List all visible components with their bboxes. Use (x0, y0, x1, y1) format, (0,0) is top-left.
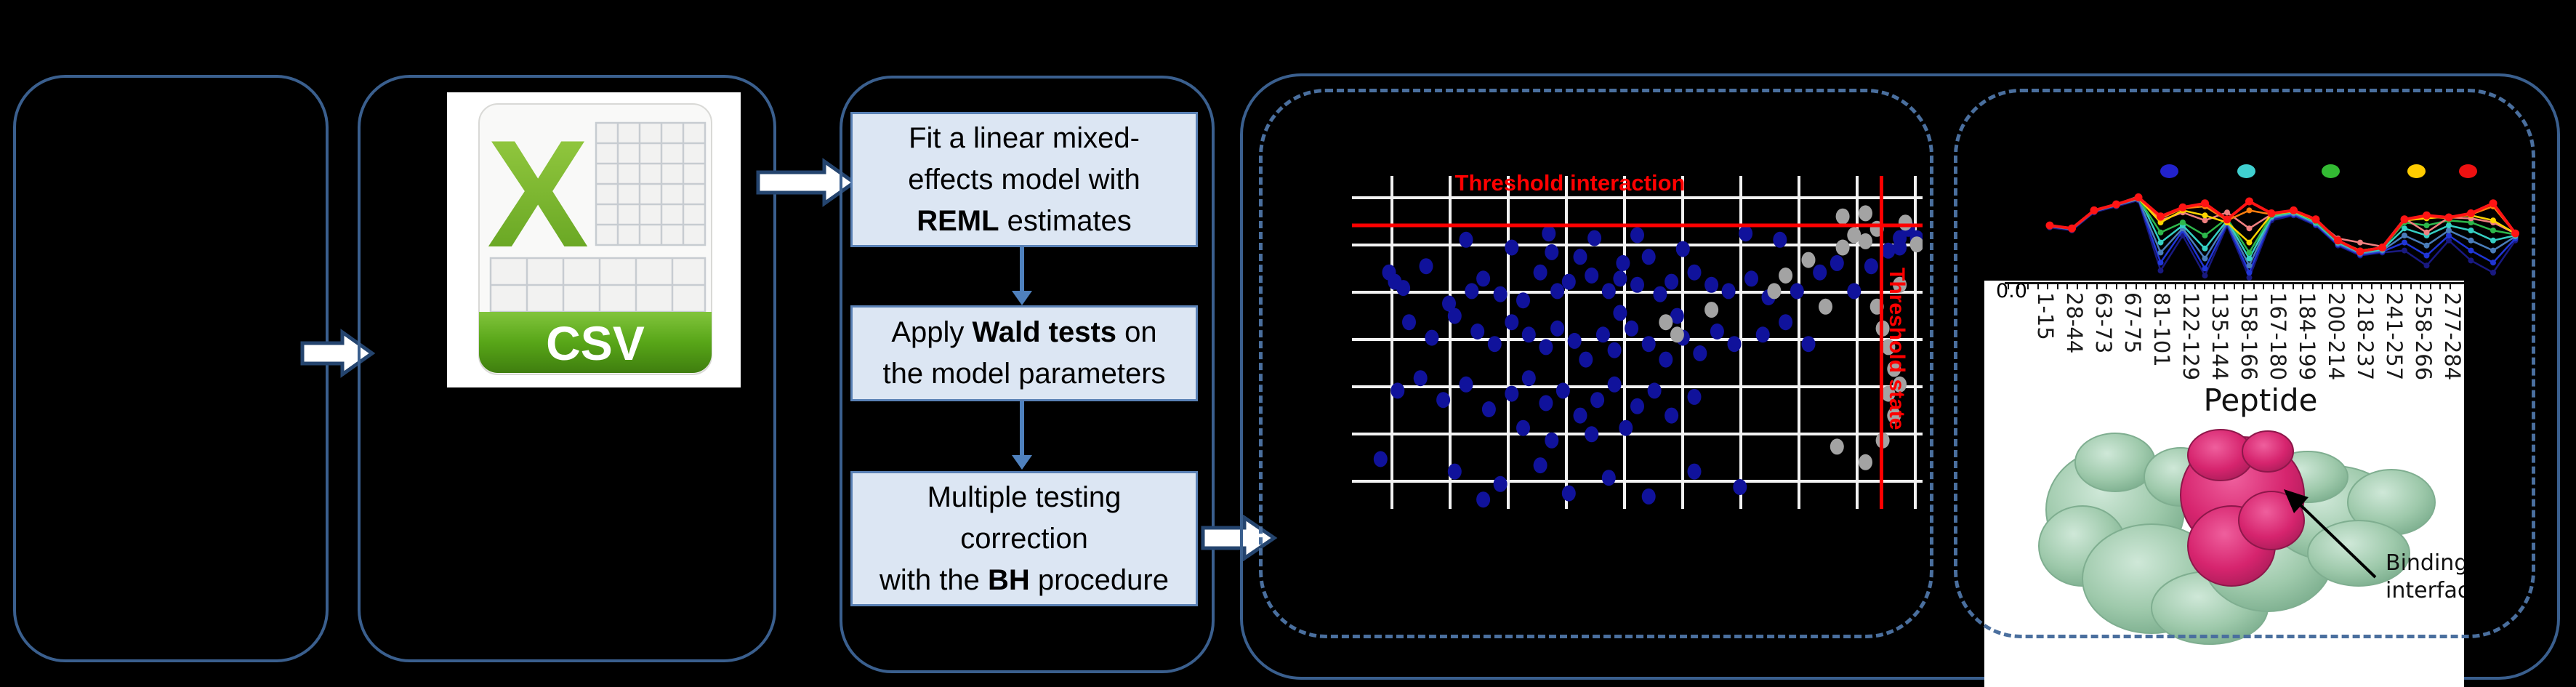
binding-interface-arrow (2284, 489, 2377, 579)
axis-minor-tick (2056, 284, 2058, 289)
flow-arrow-down-1 (1012, 247, 1032, 305)
axis-minor-tick (2429, 284, 2431, 289)
csv-icon-graphic: X CSV (447, 92, 741, 387)
axis-minor-tick (2390, 284, 2392, 289)
axis-minor-tick (2400, 284, 2402, 289)
axis-minor-tick (2154, 284, 2157, 289)
dashed-panel-scatter (1259, 89, 1933, 638)
axis-minor-tick (2184, 284, 2186, 289)
step-line: Fit a linear mixed- (909, 121, 1140, 154)
axis-minor-tick (2311, 284, 2314, 289)
axis-minor-tick (2086, 284, 2088, 289)
axis-minor-tick (2135, 284, 2137, 289)
protein-structure-image (2038, 429, 2436, 645)
step-line: correction (960, 522, 1088, 555)
axis-minor-tick (2351, 284, 2353, 289)
stage-box-csv (358, 75, 776, 662)
legend-dot-0 (2160, 164, 2178, 178)
csv-banner-label: CSV (546, 316, 645, 370)
axis-minor-tick (2115, 284, 2117, 289)
dashed-panel-peptide (1954, 89, 2535, 638)
legend-dot-4 (2459, 164, 2477, 178)
flow-arrow-down-2 (1012, 401, 1032, 470)
axis-minor-tick (2017, 284, 2019, 289)
axis-minor-tick (2096, 284, 2098, 289)
axis-minor-tick (2282, 284, 2284, 289)
axis-minor-tick (2076, 284, 2078, 289)
axis-minor-tick (2194, 284, 2196, 289)
axis-minor-tick (2037, 284, 2039, 289)
axis-minor-tick (2370, 284, 2372, 289)
peptide-line-chart (2045, 193, 2519, 281)
spreadsheet-grid-bottom (489, 257, 707, 313)
spreadsheet-grid-top (595, 121, 707, 246)
axis-minor-tick (2213, 284, 2215, 289)
axis-minor-tick (2449, 284, 2451, 289)
step-line: the model parameters (882, 358, 1166, 390)
step-line: Apply Wald tests on (891, 316, 1157, 348)
legend-dot-1 (2237, 164, 2255, 178)
axis-minor-tick (2027, 284, 2029, 289)
axis-minor-tick (2380, 284, 2382, 289)
axis-minor-tick (2263, 284, 2264, 289)
block-arrow-1 (300, 329, 376, 378)
axis-minor-tick (2361, 284, 2362, 289)
axis-minor-tick (2331, 284, 2333, 289)
axis-minor-tick (2439, 284, 2441, 289)
series-navy (2049, 199, 2516, 281)
series-red (2049, 196, 2517, 254)
legend-dot-3 (2407, 164, 2426, 178)
axis-minor-tick (2066, 284, 2068, 289)
axis-minor-tick (2420, 284, 2421, 289)
excel-x-glyph: X (487, 108, 589, 279)
peptide-axis-title: Peptide (2203, 382, 2318, 418)
axis-minor-tick (2272, 284, 2274, 289)
csv-file-icon: X CSV (447, 92, 741, 387)
line-chart-ytick: 0.0 (1996, 280, 2027, 302)
axis-minor-tick (2106, 284, 2107, 289)
axis-minor-tick (2008, 284, 2009, 289)
step-line: effects model with (908, 163, 1140, 196)
axis-minor-tick (2165, 284, 2166, 289)
peptide-x-axis (2005, 282, 2464, 284)
axis-minor-tick (2145, 284, 2146, 289)
axis-minor-tick (2174, 284, 2176, 289)
axis-minor-tick (2223, 284, 2225, 289)
csv-banner (479, 312, 712, 373)
series-blue (2049, 198, 2516, 276)
step-wald-tests: Apply Wald tests on the model parameters (850, 305, 1198, 401)
peptide-figure-panel: 1-15 28-44 63-73 67-75 81-101 122-129 135-144 1… (1984, 281, 2464, 687)
axis-minor-tick (2410, 284, 2412, 289)
series-steelblue (2049, 198, 2516, 268)
legend-dot-2 (2322, 164, 2340, 178)
axis-minor-tick (2341, 284, 2343, 289)
block-arrow-2 (756, 158, 858, 207)
stage-box-model (840, 76, 1215, 673)
scatter-title: Threshold interaction (1454, 170, 1686, 196)
step-fit-model: Fit a linear mixed- effects model with R… (850, 112, 1198, 247)
threshold-state-label: Threshold state (1885, 268, 1909, 430)
axis-minor-tick (2047, 284, 2048, 289)
axis-minor-tick (2204, 284, 2205, 289)
step-line: REML estimates (917, 204, 1132, 237)
axis-minor-tick (2292, 284, 2294, 289)
protein-magenta-peptide (2180, 429, 2305, 587)
binding-interface-label: Binding interface (2386, 550, 2464, 603)
axis-minor-tick (2125, 284, 2127, 289)
step-bh-correction: Multiple testing correction with the BH … (850, 471, 1198, 606)
threshold-scatter-plot (1352, 167, 1923, 509)
axis-minor-tick (2243, 284, 2245, 289)
results-outer-box (1240, 73, 2560, 680)
axis-minor-tick (2233, 284, 2235, 289)
step-line: with the BH procedure (880, 563, 1169, 596)
axis-minor-tick (2302, 284, 2303, 289)
stage-box-empty (13, 75, 329, 662)
axis-minor-tick (2253, 284, 2255, 289)
axis-minor-tick (2322, 284, 2323, 289)
step-line: Multiple testing (927, 481, 1122, 513)
